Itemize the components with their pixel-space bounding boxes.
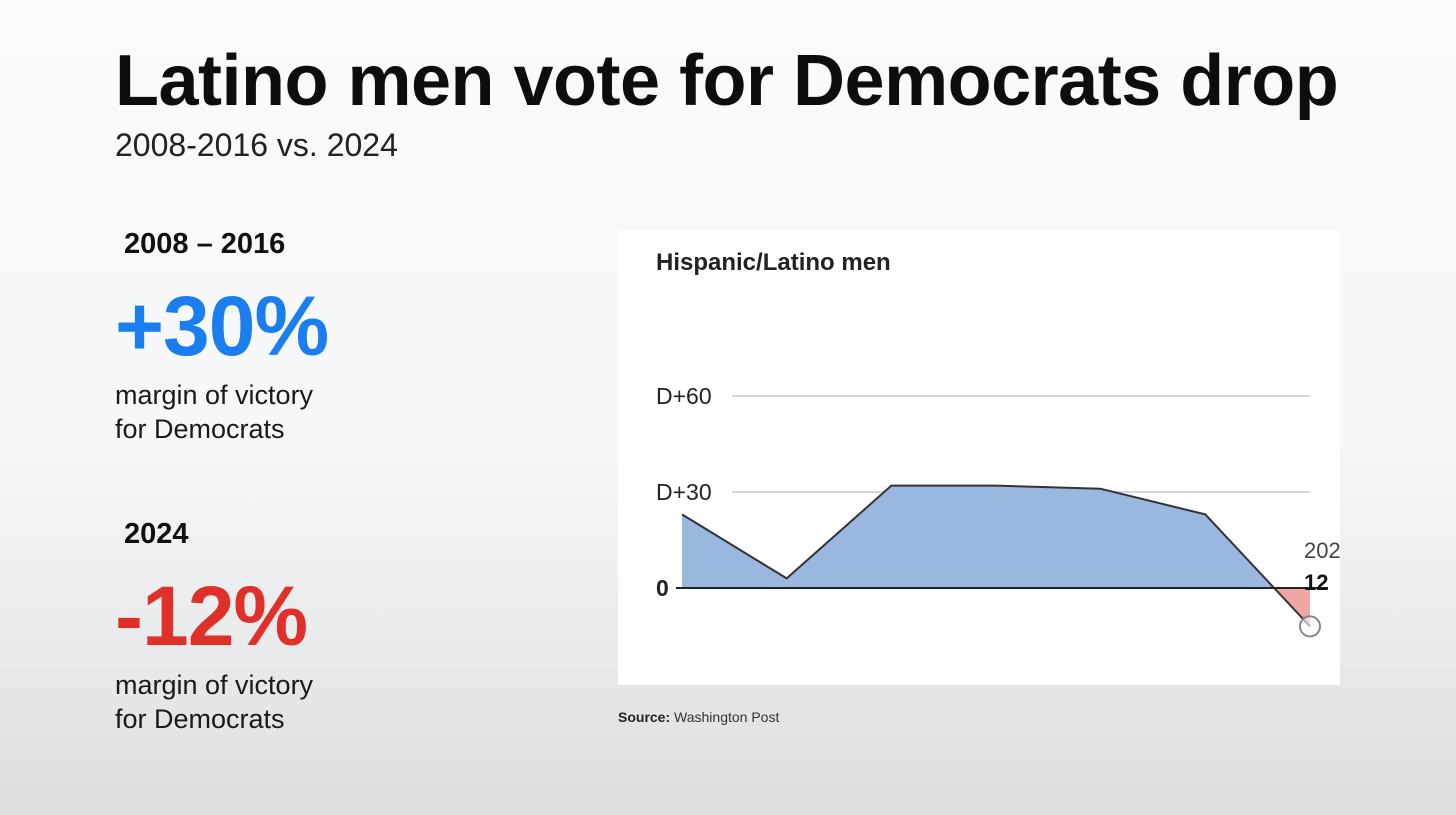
source-note: Source: Washington Post <box>618 709 779 725</box>
source-label: Source <box>618 709 666 725</box>
stat-value: -12% <box>115 569 308 663</box>
stat-period-label: 2024 <box>124 518 189 550</box>
page-title: Latino men vote for Democrats drop <box>115 41 1339 121</box>
stat-desc-line1: margin of victory <box>115 670 314 700</box>
source-separator: : <box>665 709 675 725</box>
end-year-label: 202 <box>1304 538 1340 563</box>
stat-value: +30% <box>115 279 329 373</box>
chart-panel: Hispanic/Latino men D+60 D+30 0 202 12 <box>618 230 1340 685</box>
stat-desc-line2: for Democrats <box>115 414 285 444</box>
y-tick-label: D+60 <box>656 383 712 409</box>
series-line <box>681 484 1311 628</box>
page-subtitle: 2008-2016 vs. 2024 <box>115 127 398 163</box>
y-tick-label: D+30 <box>656 479 712 505</box>
source-text: Washington Post <box>674 709 780 725</box>
end-point-marker <box>1299 615 1321 638</box>
rep-margin-area <box>1274 588 1310 627</box>
chart-title: Hispanic/Latino men <box>656 249 891 276</box>
stat-desc-line1: margin of victory <box>115 380 314 410</box>
stat-period-label: 2008 – 2016 <box>124 228 286 260</box>
y-tick-label: 0 <box>656 575 669 601</box>
dem-margin-area <box>682 485 1275 588</box>
end-value-label: 12 <box>1304 570 1328 595</box>
area-chart: Hispanic/Latino men D+60 D+30 0 202 12 <box>656 249 1340 638</box>
stat-desc-line2: for Democrats <box>115 704 285 734</box>
